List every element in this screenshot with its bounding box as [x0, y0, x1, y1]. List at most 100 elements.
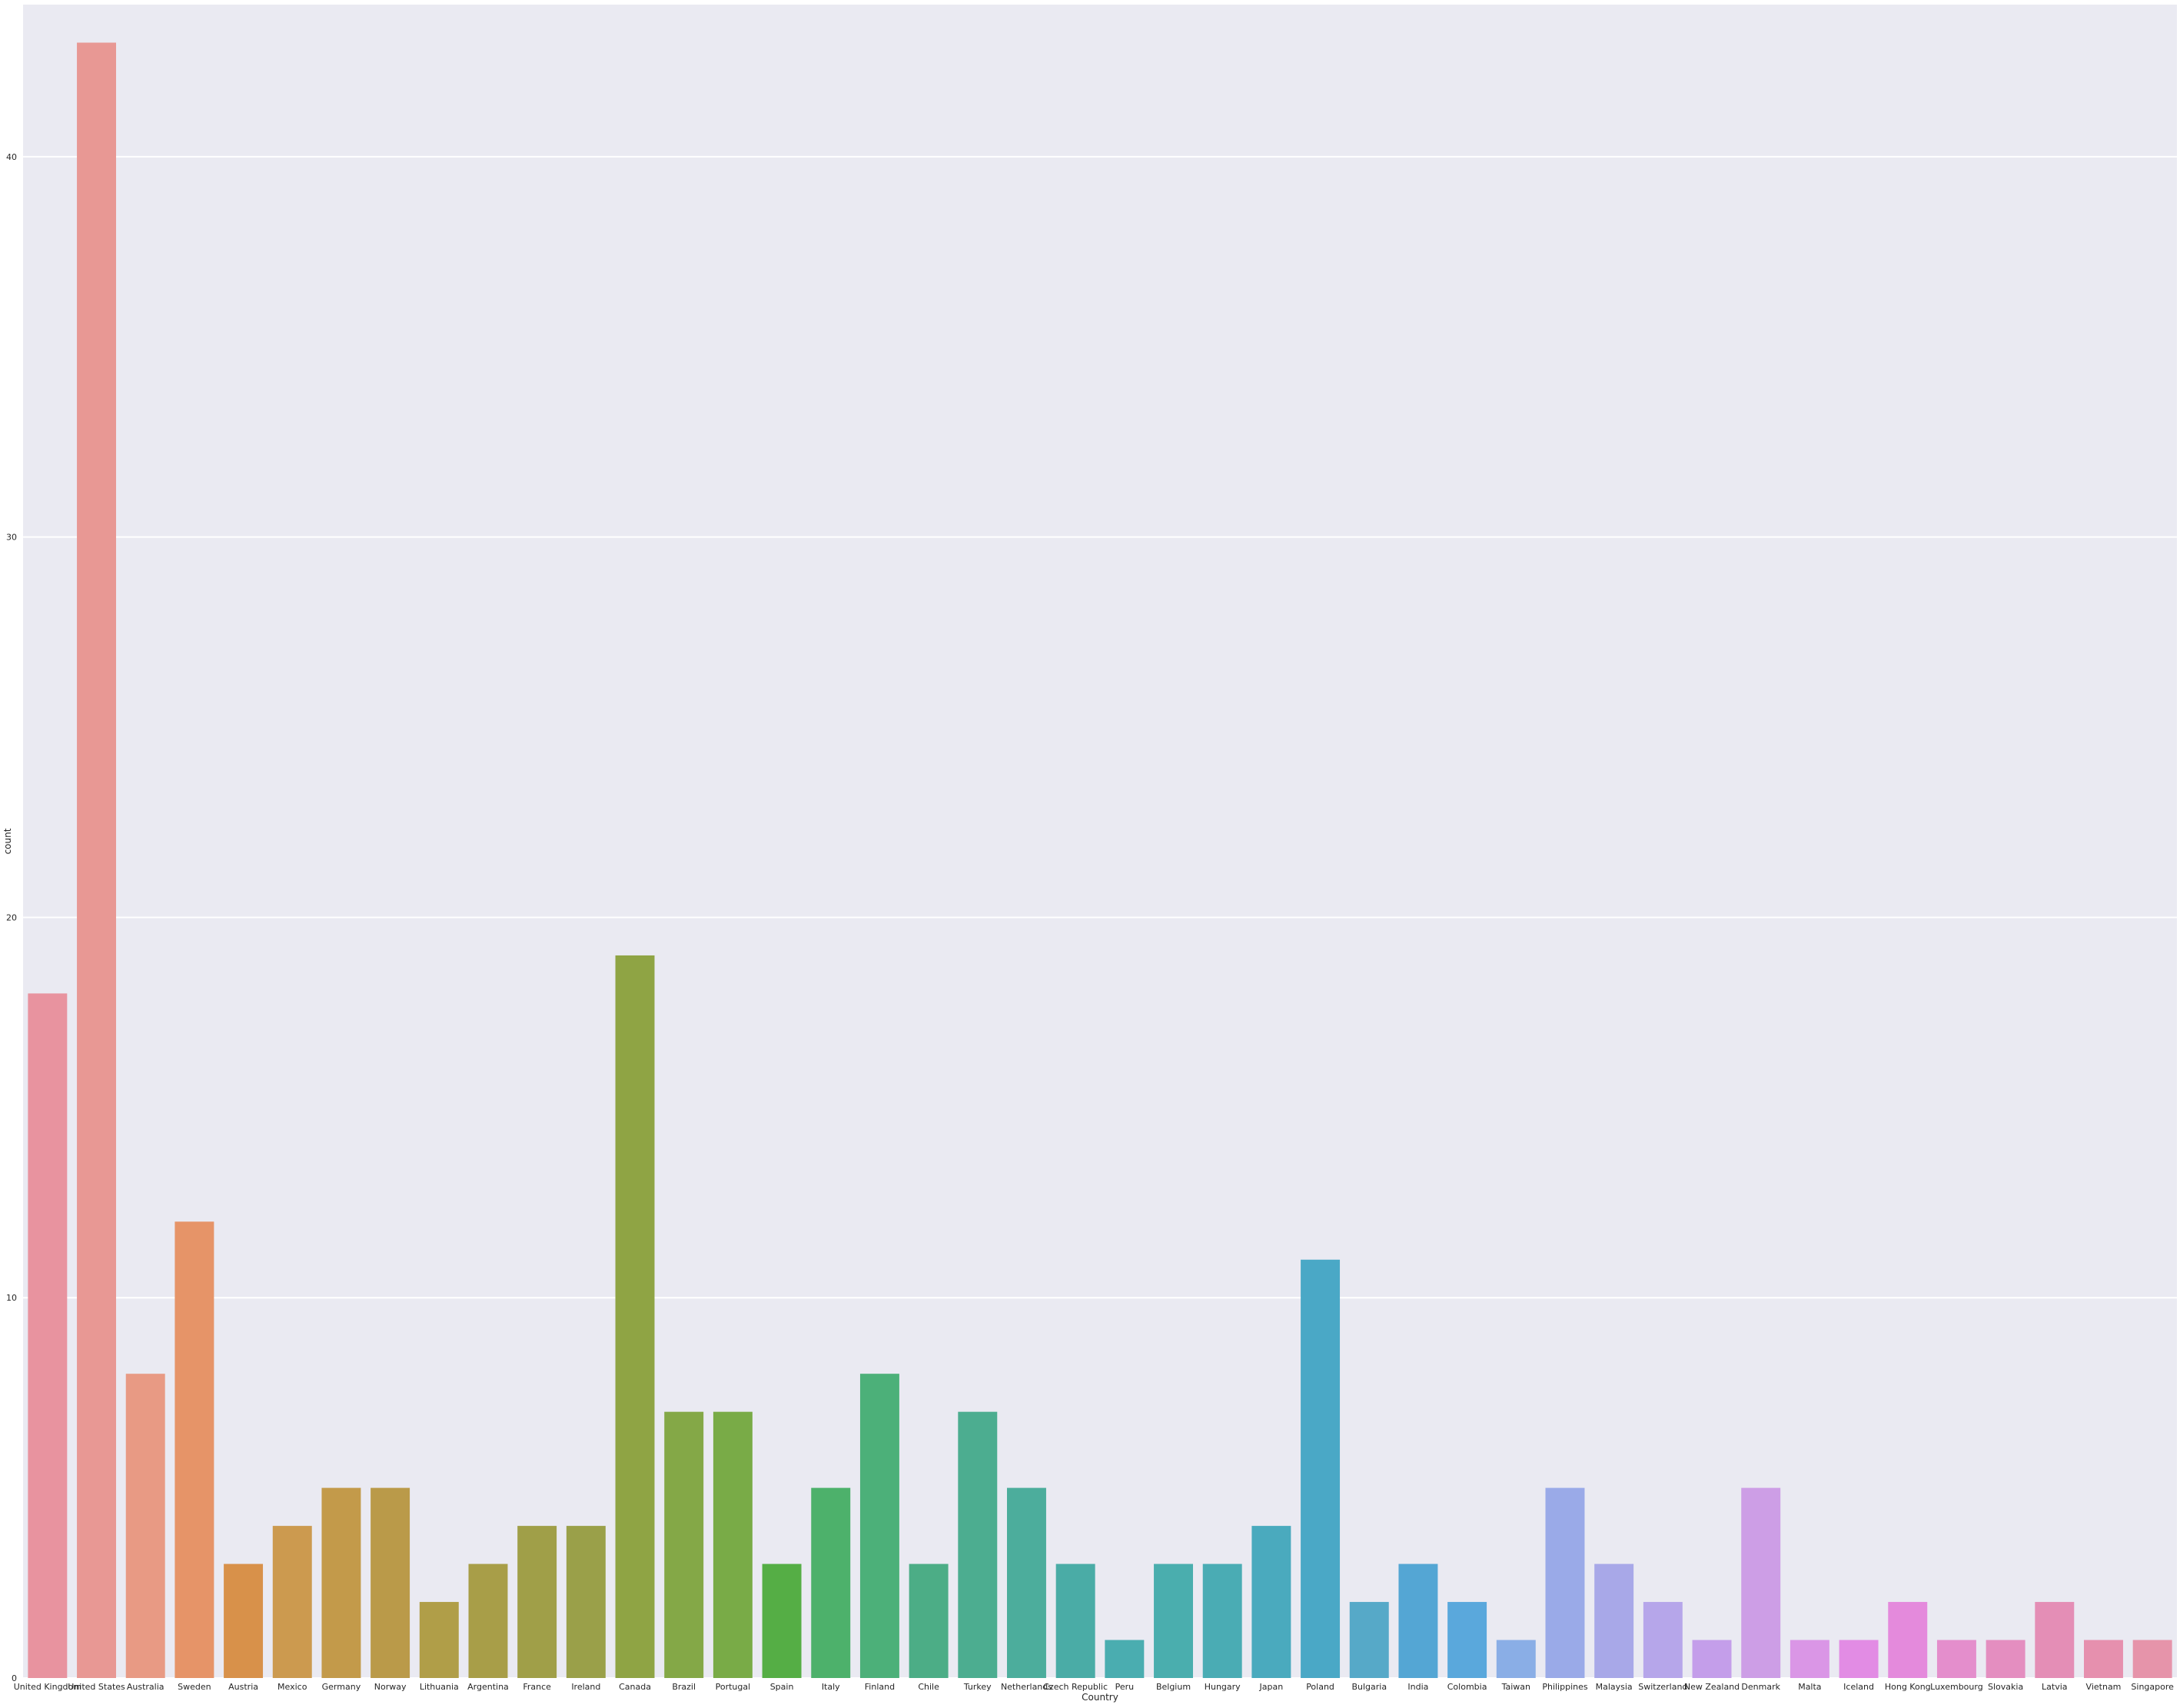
x-tick-label: Canada [619, 1682, 651, 1692]
bar-japan [1251, 1526, 1291, 1678]
bar-united-states [77, 42, 116, 1678]
x-tick-label: Portugal [716, 1682, 751, 1692]
x-tick-label: Sweden [178, 1682, 211, 1692]
y-tick-label: 40 [6, 152, 17, 162]
bar-hong-kong [1888, 1602, 1928, 1678]
x-tick-label: Italy [822, 1682, 840, 1692]
bar-italy [811, 1487, 851, 1678]
bar-iceland [1839, 1640, 1879, 1678]
x-tick-label: Philippines [1542, 1682, 1588, 1692]
x-tick-label: Switzerland [1638, 1682, 1687, 1692]
bar-finland [859, 1374, 899, 1678]
x-tick-label: Singapore [2131, 1682, 2174, 1692]
x-tick-label: Belgium [1156, 1682, 1191, 1692]
bar-switzerland [1643, 1602, 1683, 1678]
x-tick-label: Japan [1259, 1682, 1284, 1692]
bar-mexico [272, 1526, 312, 1678]
bar-australia [125, 1374, 165, 1678]
x-tick-label: Germany [322, 1682, 361, 1692]
bar-germany [321, 1487, 361, 1678]
bar-bulgaria [1349, 1602, 1389, 1678]
x-tick-label: Turkey [963, 1682, 992, 1692]
bar-vietnam [2084, 1640, 2123, 1678]
bar-new-zealand [1692, 1640, 1732, 1678]
bar-colombia [1447, 1602, 1487, 1678]
bar-philippines [1545, 1487, 1585, 1678]
bar-sweden [174, 1221, 214, 1678]
bar-turkey [958, 1411, 998, 1678]
bar-austria [224, 1563, 264, 1678]
x-tick-label: Luxembourg [1930, 1682, 1983, 1692]
x-tick-label: Poland [1306, 1682, 1334, 1692]
bar-india [1398, 1563, 1438, 1678]
bar-luxembourg [1936, 1640, 1976, 1678]
bar-peru [1105, 1640, 1145, 1678]
y-axis-label: count [2, 828, 13, 854]
x-tick-label: Mexico [277, 1682, 307, 1692]
x-axis-label: Country [1082, 1692, 1118, 1703]
bar-canada [615, 955, 655, 1678]
x-tick-label: France [523, 1682, 551, 1692]
bar-portugal [713, 1411, 753, 1678]
bar-brazil [664, 1411, 704, 1678]
x-tick-label: Chile [918, 1682, 939, 1692]
x-tick-label: Argentina [467, 1682, 509, 1692]
x-tick-label: Ireland [571, 1682, 600, 1692]
bar-malta [1790, 1640, 1829, 1678]
bar-denmark [1741, 1487, 1781, 1678]
x-tick-label: Peru [1115, 1682, 1135, 1692]
x-tick-label: Spain [770, 1682, 794, 1692]
x-tick-label: Denmark [1741, 1682, 1780, 1692]
x-tick-label: Vietnam [2086, 1682, 2122, 1692]
x-tick-label: Brazil [672, 1682, 696, 1692]
x-tick-label: United Kingdom [14, 1682, 81, 1692]
x-tick-label: Slovakia [1988, 1682, 2023, 1692]
bar-france [517, 1526, 557, 1678]
bar-norway [371, 1487, 410, 1678]
x-tick-label: Iceland [1843, 1682, 1874, 1692]
y-tick-label: 20 [6, 912, 17, 922]
x-tick-label: Lithuania [420, 1682, 459, 1692]
bar-chile [909, 1563, 949, 1678]
bar-netherlands [1007, 1487, 1046, 1678]
x-tick-label: United States [68, 1682, 125, 1692]
x-tick-label: Netherlands [1001, 1682, 1052, 1692]
x-tick-label: India [1407, 1682, 1428, 1692]
bar-poland [1301, 1259, 1341, 1678]
x-tick-label: Australia [127, 1682, 164, 1692]
bar-belgium [1154, 1563, 1193, 1678]
y-tick-label: 10 [6, 1293, 17, 1303]
bar-ireland [566, 1526, 606, 1678]
x-tick-label: Hungary [1205, 1682, 1241, 1692]
bar-lithuania [419, 1602, 459, 1678]
x-tick-label: New Zealand [1684, 1682, 1740, 1692]
y-tick-label: 30 [6, 533, 17, 543]
bar-hungary [1202, 1563, 1242, 1678]
x-tick-label: Latvia [2042, 1682, 2068, 1692]
bar-slovakia [1986, 1640, 2025, 1678]
x-tick-label: Hong Kong [1885, 1682, 1931, 1692]
y-tick-labels: 0 10 20 30 40 [6, 152, 17, 1683]
x-tick-label: Bulgaria [1351, 1682, 1387, 1692]
bar-taiwan [1496, 1640, 1536, 1678]
bar-spain [762, 1563, 802, 1678]
x-tick-label: Colombia [1447, 1682, 1487, 1692]
bar-malaysia [1594, 1563, 1634, 1678]
bar-argentina [468, 1563, 508, 1678]
y-tick-label: 0 [12, 1673, 17, 1683]
x-tick-label: Malaysia [1596, 1682, 1633, 1692]
bar-czech-republic [1055, 1563, 1095, 1678]
bar-singapore [2132, 1640, 2172, 1678]
bar-united-kingdom [28, 993, 68, 1678]
x-tick-label: Norway [374, 1682, 407, 1692]
x-tick-label: Malta [1798, 1682, 1821, 1692]
x-tick-label: Taiwan [1501, 1682, 1530, 1692]
plot-background [23, 5, 2177, 1678]
bars [28, 42, 2172, 1678]
bar-latvia [2035, 1602, 2075, 1678]
x-tick-label: Finland [865, 1682, 895, 1692]
x-tick-label: Czech Republic [1043, 1682, 1108, 1692]
